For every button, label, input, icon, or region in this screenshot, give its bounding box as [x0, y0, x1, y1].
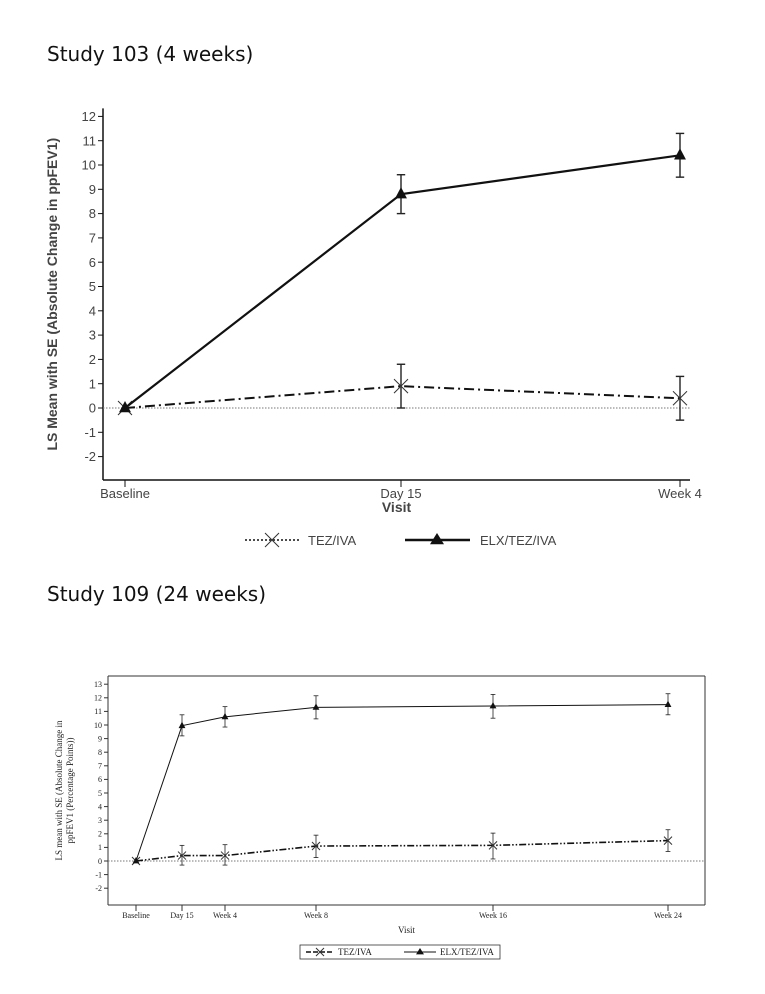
x-tick-label: Day 15 [380, 486, 421, 501]
triangle-marker [664, 700, 672, 707]
legend-triangle-icon [416, 948, 424, 955]
y-tick-label: 11 [94, 707, 102, 716]
y-tick-label: 2 [89, 352, 96, 367]
y-tick-label: 2 [98, 830, 102, 839]
y-tick-label: 11 [83, 133, 97, 148]
y-tick-label: 4 [89, 303, 96, 318]
x-tick-label: Baseline [100, 486, 150, 501]
y-tick-label: 10 [94, 721, 102, 730]
triangle-marker [489, 701, 497, 709]
y-tick-label: 7 [89, 230, 96, 245]
y-tick-label: -1 [84, 425, 96, 440]
y-tick-label: 13 [94, 680, 102, 689]
y-tick-label: 0 [89, 401, 96, 416]
x-tick-label: Week 8 [304, 911, 328, 920]
y-axis-title: LS mean with SE (Absolute Change in [54, 720, 64, 860]
x-tick-label: Week 4 [658, 486, 702, 501]
triangle-marker [312, 703, 320, 710]
triangle-marker [674, 148, 686, 160]
x-marker [672, 390, 688, 406]
x-tick-label: Week 24 [654, 911, 682, 920]
legend-label: TEZ/IVA [308, 533, 356, 548]
legend-label: ELX/TEZ/IVA [440, 947, 494, 957]
x-tick-label: Baseline [122, 911, 150, 920]
y-tick-label: 5 [98, 789, 102, 798]
y-axis-title: LS Mean with SE (Absolute Change in ppFE… [44, 138, 60, 451]
y-tick-label: 7 [98, 762, 102, 771]
y-tick-label: 10 [82, 158, 96, 173]
y-tick-label: 9 [89, 182, 96, 197]
series-line-tez-iva [135, 839, 669, 862]
triangle-marker [178, 721, 186, 729]
x-marker [393, 378, 409, 394]
y-tick-label: 6 [89, 255, 96, 270]
series-line-elx-tez-iva [135, 704, 669, 862]
legend-x-icon [315, 947, 325, 957]
series-line-tez-iva [124, 385, 681, 409]
y-tick-label: 8 [89, 206, 96, 221]
x-tick-label: Day 15 [170, 911, 193, 920]
legend-x-icon [264, 532, 280, 548]
y-tick-label: 1 [98, 843, 102, 852]
legend-box [299, 944, 501, 960]
y-tick-label: 9 [98, 734, 102, 743]
x-marker [177, 851, 187, 860]
x-marker [663, 836, 673, 845]
y-tick-label: 6 [98, 775, 102, 784]
triangle-marker [119, 401, 131, 413]
triangle-marker [221, 712, 229, 720]
y-tick-label: 12 [82, 109, 96, 124]
y-tick-label: 3 [98, 816, 102, 825]
y-tick-label: -2 [84, 449, 96, 464]
x-tick-label: Week 16 [479, 911, 507, 920]
x-tick-label: Week 4 [213, 911, 237, 920]
study-109-heading: Study 109 (24 weeks) [47, 582, 267, 606]
legend-label: TEZ/IVA [338, 947, 372, 957]
y-tick-label: 1 [89, 376, 96, 391]
y-tick-label: -2 [95, 884, 102, 893]
x-axis-title: Visit [382, 499, 412, 515]
study-103-heading: Study 103 (4 weeks) [47, 42, 254, 66]
y-tick-label: 8 [98, 748, 102, 757]
y-tick-label: -1 [95, 870, 102, 879]
y-tick-label: 4 [98, 802, 102, 811]
y-tick-label: 12 [94, 694, 102, 703]
legend-triangle-icon [430, 533, 444, 545]
y-tick-label: 5 [89, 279, 96, 294]
x-marker [220, 851, 230, 860]
x-marker [488, 841, 498, 850]
triangle-marker [395, 187, 407, 199]
x-axis-title: Visit [398, 925, 415, 935]
y-tick-label: 0 [98, 857, 102, 866]
triangle-marker [132, 857, 140, 864]
y-axis-title: ppFEV1 (Percentage Points)) [65, 738, 75, 844]
x-marker [311, 841, 321, 851]
legend-label: ELX/TEZ/IVA [480, 533, 557, 548]
y-tick-label: 3 [89, 328, 96, 343]
